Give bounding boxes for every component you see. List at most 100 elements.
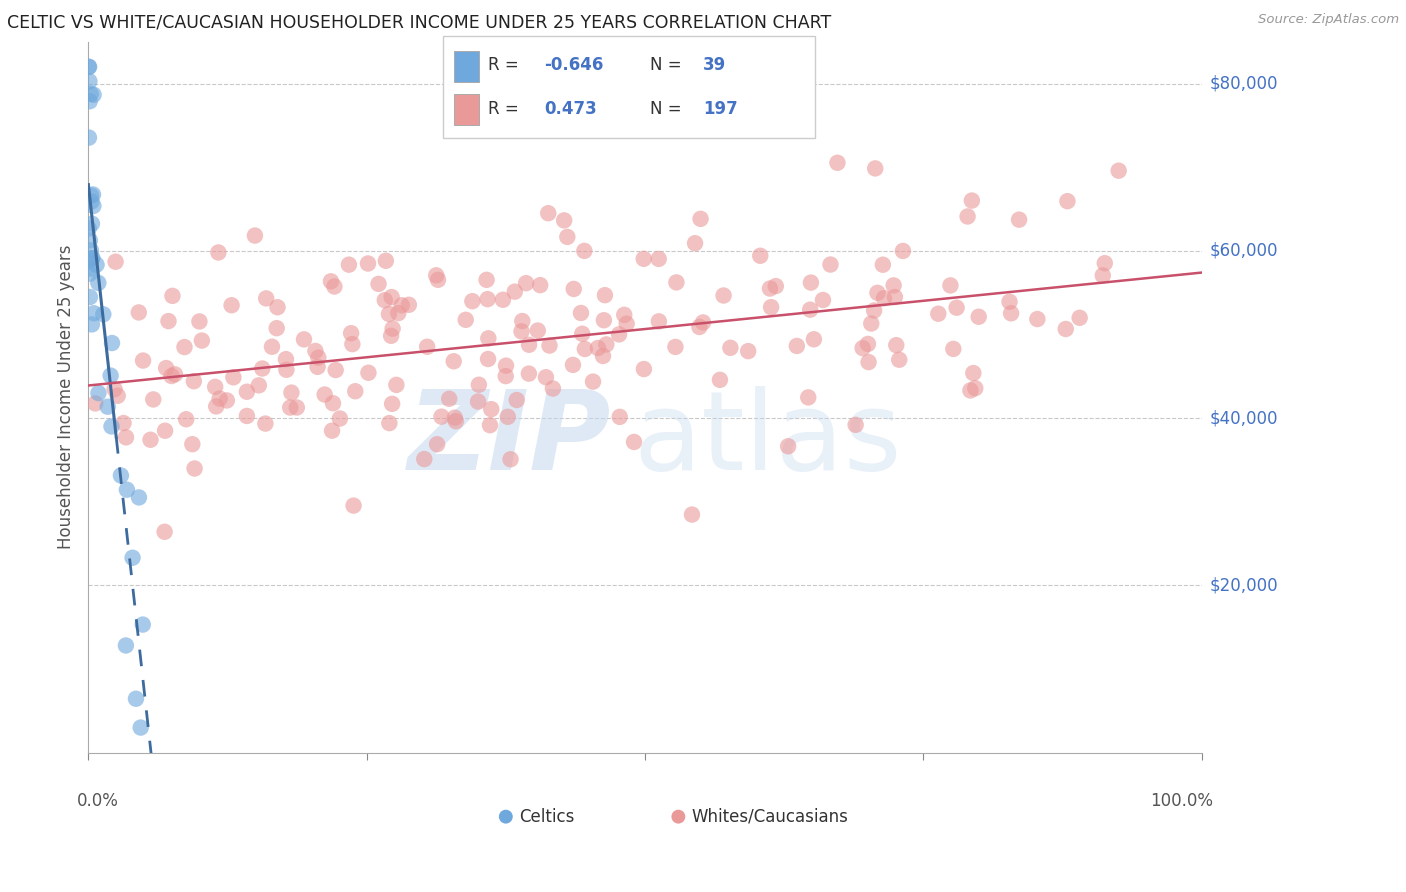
Point [357,366,380,380]
Point [1026,312,1049,326]
Point [387,306,409,320]
Point [121,550,143,565]
Text: 0.473: 0.473 [544,100,598,118]
Point [221,298,243,312]
Point [115,430,138,444]
Point [77,60,100,74]
Point [344,384,367,399]
Point [380,328,402,343]
Point [208,392,231,406]
Point [479,402,502,417]
Point [515,276,537,290]
Point [80,87,103,101]
Point [633,252,655,266]
Point [325,363,347,377]
Point [80,217,103,231]
Point [799,302,821,317]
Point [505,392,527,407]
Point [689,211,711,226]
Point [1056,194,1078,209]
Point [378,307,401,321]
Point [247,378,270,392]
Point [820,258,842,272]
Point [607,327,630,342]
Point [786,339,808,353]
Text: Source: ZipAtlas.com: Source: ZipAtlas.com [1258,13,1399,27]
Point [942,342,965,356]
Text: N =: N = [650,56,686,74]
Point [571,326,593,341]
Point [342,499,364,513]
Point [866,285,889,300]
Point [800,276,823,290]
Point [737,344,759,359]
Point [254,292,277,306]
Point [529,278,551,293]
Point [274,352,297,367]
Point [496,409,519,424]
Point [307,351,329,365]
Point [252,361,274,376]
Point [692,315,714,329]
Point [872,258,894,272]
Text: $80,000: $80,000 [1211,75,1278,93]
Point [683,236,706,251]
Point [323,279,346,293]
Point [477,331,499,345]
Point [342,337,364,351]
Point [574,342,596,356]
Text: 197: 197 [703,100,738,118]
Point [278,401,301,415]
Point [254,417,277,431]
Point [163,368,186,382]
Point [304,343,326,358]
Point [574,244,596,258]
Point [883,290,905,304]
Y-axis label: Householder Income Under 25 years: Householder Income Under 25 years [58,245,75,549]
Point [104,254,127,268]
Point [860,317,883,331]
Point [593,313,616,327]
Point [856,337,879,351]
Point [475,273,498,287]
Point [884,338,907,352]
Point [307,359,329,374]
Point [891,244,914,258]
Point [443,354,465,368]
Point [115,639,138,653]
Point [1008,212,1031,227]
Point [329,411,352,425]
Point [79,95,101,109]
Point [260,340,283,354]
Point [883,278,905,293]
Point [280,385,302,400]
Point [555,230,578,244]
Point [845,417,868,432]
Point [437,392,460,406]
Point [173,340,195,354]
Point [87,386,110,401]
Point [191,334,214,348]
Point [713,288,735,302]
Point [82,251,104,265]
Point [97,400,120,414]
Point [541,382,564,396]
Point [425,268,447,283]
Point [664,340,686,354]
Point [492,293,515,307]
Point [595,337,617,351]
Point [188,314,211,328]
Point [827,155,849,169]
Point [759,281,782,295]
Text: R =: R = [488,100,524,118]
Point [586,341,609,355]
Point [477,292,499,306]
Point [381,290,404,304]
Point [681,508,703,522]
Point [139,433,162,447]
Point [183,374,205,388]
Point [647,252,669,266]
Point [526,324,548,338]
Point [222,370,245,384]
Point [79,74,101,88]
